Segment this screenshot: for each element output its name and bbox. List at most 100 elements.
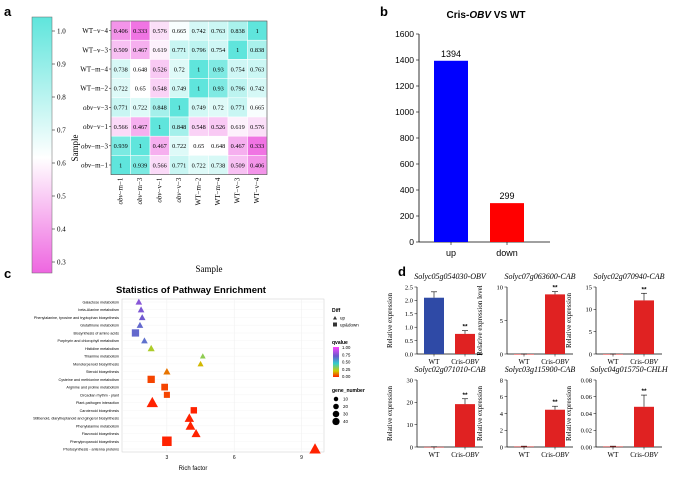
expression-ytick: 0 [500, 351, 503, 358]
heatmap-cell-value: 0.749 [172, 86, 186, 93]
pathway-label: Galactose metabolism [83, 301, 119, 305]
expression-ytick: 6 [500, 394, 504, 401]
expression-chart: Solyc04g015750-CHLH 0.00 0.02 0.04 0.06 0.08 R… [565, 365, 669, 459]
heatmap-cell-value: 0.742 [192, 28, 206, 35]
expression-ytick: 0 [500, 444, 503, 451]
heatmap-cell-value: 0.72 [174, 66, 185, 73]
heatmap-cell-value: 0.526 [153, 66, 167, 73]
pathway-label: Circadian rhythm - plant [80, 393, 119, 397]
heatmap-cell-value: 0.939 [133, 162, 147, 169]
pathway-point-updown [162, 436, 172, 447]
significance-mark: ** [552, 285, 558, 292]
expression-ylabel: Relative expression level [476, 285, 484, 355]
heatmap-cell-value: 0.526 [211, 124, 225, 131]
heatmap-frame [110, 20, 268, 175]
expression-chart-title: Solyc07g063600-CAB [504, 272, 575, 281]
heatmap-cell-value: 0.566 [153, 162, 167, 169]
pathway-point-up [146, 396, 158, 408]
pathway-label: Glutathione metabolism [80, 324, 119, 328]
deg-bar-ytick: 1600 [395, 29, 414, 39]
heatmap-scale-tick: 0.7 [57, 127, 66, 135]
significance-mark: ** [462, 392, 468, 399]
expression-category-cris: Cris-OBV [541, 451, 569, 459]
heatmap-cell-value: 0.771 [114, 105, 128, 112]
expression-chart-title: Solyc04g015750-CHLH [590, 365, 669, 374]
deg-bar-title: Cris-OBV VS WT [447, 10, 526, 21]
significance-mark: ** [641, 388, 647, 395]
heatmap-row-label: WT−v−3 [82, 46, 108, 54]
expression-ytick: 8 [500, 377, 503, 384]
deg-bar-value-label: 1394 [441, 49, 461, 59]
pathway-point-up [138, 314, 146, 321]
heatmap-cell-value: 0.65 [135, 86, 146, 93]
deg-bar-title-prefix: Cris- [447, 10, 470, 21]
legend-diff-updown: up&down [340, 323, 359, 328]
expression-chart-title: Solyc02g071010-CAB [414, 365, 485, 374]
heatmap-cell-value: 0.848 [153, 105, 167, 112]
pathway-point-up [184, 413, 195, 422]
deg-bar-ytick: 1200 [395, 81, 414, 91]
enrichment-xtick: 9 [300, 455, 303, 461]
deg-bar-ytick: 1000 [395, 107, 414, 117]
expression-ylabel: Relative expression [565, 292, 573, 348]
legend-qvalue-tick: 0.50 [342, 360, 351, 365]
expression-bar [455, 404, 475, 447]
heatmap-cell-value: 0.796 [192, 47, 206, 54]
heatmap-cell-value: 0.406 [250, 162, 264, 169]
panel-label-a: a [4, 4, 12, 19]
heatmap-cell-value: 0.796 [231, 86, 245, 93]
expression-bar [545, 409, 565, 447]
heatmap-colorbar [31, 16, 53, 274]
heatmap-scale-tick: 0.3 [57, 259, 66, 267]
heatmap-row-label: WT−m−4 [80, 66, 108, 74]
legend-size-label: 40 [343, 419, 349, 424]
legend-qvalue-tick: 1.00 [342, 345, 351, 350]
pathway-label: Flavonoid biosynthesis [82, 432, 119, 436]
expression-category-cris: Cris-OBV [451, 358, 479, 366]
expression-category-wt: WT [608, 451, 620, 459]
heatmap-cell-value: 0.665 [172, 28, 186, 35]
expression-category-wt: WT [429, 358, 441, 366]
heatmap-cell-value: 1 [197, 66, 200, 73]
pathway-point-up [191, 428, 201, 438]
heatmap-cell-value: 1 [256, 28, 259, 35]
heatmap-cell-value: 0.722 [192, 162, 206, 169]
heatmap-cell-value: 0.467 [133, 124, 147, 131]
heatmap-row-label: WT−v−4 [82, 27, 108, 35]
heatmap-cell-value: 0.749 [192, 105, 206, 112]
heatmap-scale-tick: 0.6 [57, 160, 66, 168]
legend-diff-up: up [340, 316, 346, 321]
pathway-label: beta-Alanine metabolism [78, 308, 119, 312]
heatmap-cell-value: 0.576 [153, 28, 167, 35]
pathway-label: Monoterpenoid biosynthesis [73, 362, 119, 366]
expression-ytick: 0 [410, 444, 413, 451]
expression-ylabel: Relative expression [386, 385, 394, 441]
pathway-label: Phenylpropanoid biosynthesis [70, 440, 119, 444]
legend-size-dot [333, 396, 339, 402]
heatmap-cell-value: 0.93 [213, 66, 224, 73]
heatmap-scale-tick: 0.4 [57, 226, 66, 234]
deg-bar-ytick: 800 [400, 133, 414, 143]
heatmap-cell-value: 0.406 [114, 28, 128, 35]
expression-ytick: 0.08 [581, 377, 592, 384]
enrichment-xtick: 3 [165, 455, 168, 461]
pathway-point-updown [131, 329, 140, 337]
heatmap-row-label: WT−m−2 [80, 85, 108, 93]
heatmap-cells: 0.406 0.333 0.576 0.665 0.742 0.763 0.838 1 0.50… [110, 20, 268, 175]
expression-ytick: 1.5 [405, 311, 413, 318]
heatmap-cell-value: 1 [236, 47, 239, 54]
expression-chart-title: Solyc03g115900-CAB [505, 365, 576, 374]
heatmap-cell-value: 0.65 [193, 143, 204, 150]
expression-ytick: 10 [586, 307, 593, 314]
heatmap-column-label: WT−m−2 [195, 177, 203, 205]
expression-ytick: 0.02 [581, 428, 592, 435]
heatmap-row-label: obv−m−3 [81, 142, 108, 150]
enrichment-plot-area [121, 298, 325, 453]
pathway-point-updown [147, 375, 155, 384]
pathway-label: Phenylalanine metabolism [76, 424, 119, 428]
heatmap-xlabel: Sample [196, 264, 223, 274]
pathway-point-up [197, 360, 204, 367]
expression-category-cris: Cris-OBV [630, 451, 658, 459]
heatmap-cell-value: 0.754 [231, 66, 246, 73]
expression-bar [545, 294, 565, 354]
